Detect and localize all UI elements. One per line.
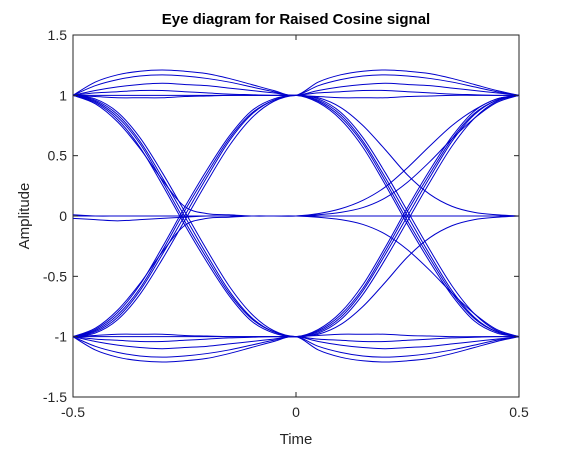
y-tick-label: -0.5 bbox=[43, 268, 67, 284]
eye-trace-22 bbox=[73, 94, 520, 217]
y-tick-label: 0.5 bbox=[48, 148, 68, 164]
y-tick-label: -1 bbox=[55, 329, 68, 345]
trace-group bbox=[72, 69, 520, 363]
x-axis-label: Time bbox=[280, 431, 313, 448]
x-tick-label: 0 bbox=[292, 404, 300, 420]
tick-group: -0.5 0 0.5 1.5 1 0.5 0 -0.5 -1 -1.5 bbox=[43, 27, 529, 420]
chart-title: Eye diagram for Raised Cosine signal bbox=[162, 11, 430, 28]
y-tick-label: 0 bbox=[59, 208, 67, 224]
y-tick-label: 1.5 bbox=[48, 27, 68, 43]
eye-trace-25 bbox=[72, 214, 519, 217]
y-tick-label: 1 bbox=[59, 87, 67, 103]
eye-trace-23 bbox=[73, 215, 520, 338]
x-tick-label: 0.5 bbox=[509, 404, 529, 420]
y-tick-label: -1.5 bbox=[43, 389, 67, 405]
x-tick-label: -0.5 bbox=[61, 404, 85, 420]
y-axis-label: Amplitude bbox=[16, 183, 33, 250]
